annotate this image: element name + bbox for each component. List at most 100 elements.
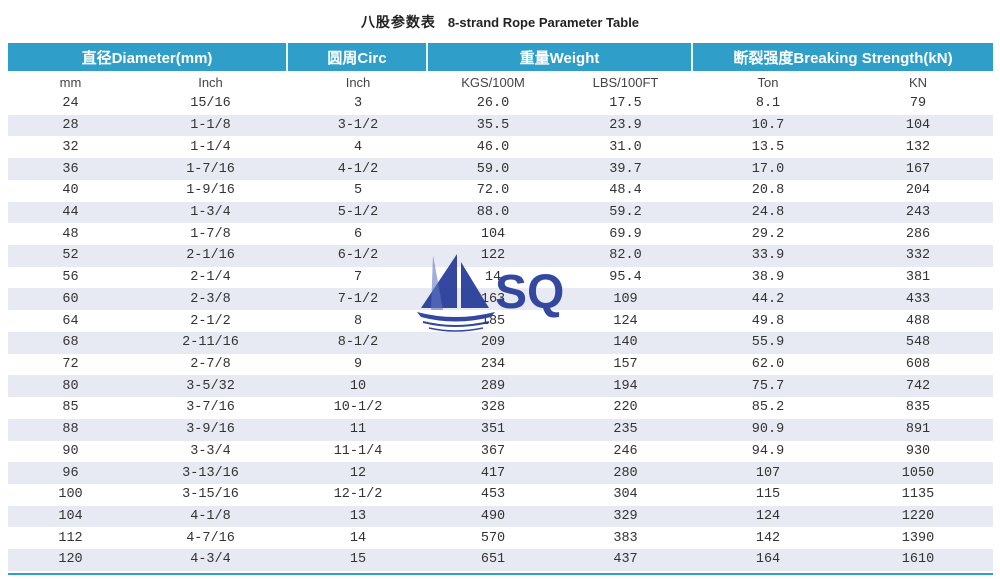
table-cell: 2-7/8: [190, 356, 231, 372]
table-cell: 115: [755, 487, 781, 503]
table-cell: 10-1/2: [333, 400, 383, 416]
table-cell: 24: [62, 96, 79, 112]
unit-kgs: KGS/100M: [461, 74, 525, 90]
header-diameter: 直径Diameter(mm): [8, 43, 288, 71]
table-cell: 220: [613, 400, 638, 416]
table-cell: 20.8: [751, 183, 785, 199]
table-cell: 80: [62, 378, 79, 394]
table-cell: 79: [909, 96, 927, 112]
table-row: 90 3-3/4 11-1/4 367 246 94.9 930: [8, 441, 993, 463]
table-cell: 490: [480, 509, 506, 525]
table-cell: 651: [480, 552, 506, 568]
table-cell: 13.5: [751, 139, 785, 155]
table-cell: 433: [905, 291, 931, 307]
table-row: 96 3-13/16 12 417 280 107 1050: [8, 462, 993, 484]
table-row: 48 1-7/8 6 104 69.9 29.2 286: [8, 223, 993, 245]
table-cell: 304: [613, 487, 638, 503]
table-cell: 3-15/16: [182, 487, 239, 503]
table-cell: 381: [905, 270, 931, 286]
table-cell: 4-3/4: [190, 552, 231, 568]
table-cell: 26.0: [476, 96, 510, 112]
table-cell: 488: [905, 313, 931, 329]
table-cell: 742: [905, 378, 931, 394]
table-row: 68 2-11/16 8-1/2 209 140 55.9 548: [8, 331, 993, 354]
table-row: 40 1-9/16 5 72.0 48.4 20.8 204: [8, 180, 993, 202]
table-cell: 69.9: [609, 226, 642, 242]
table-cell: 104: [480, 226, 506, 242]
table-cell: 35.5: [476, 118, 510, 134]
table-cell: 100: [58, 487, 83, 503]
table-cell: 124: [755, 509, 781, 525]
table-cell: 17.0: [751, 161, 785, 177]
table-cell: 72.0: [476, 183, 510, 199]
table-cell: 82.0: [609, 248, 642, 264]
table-cell: 38.9: [751, 270, 785, 286]
table-cell: 31.0: [609, 139, 642, 155]
table-cell: 107: [755, 465, 781, 481]
table-cell: 90.9: [751, 422, 785, 438]
table-cell: 1390: [901, 530, 935, 546]
table-cell: 570: [480, 530, 506, 546]
table-cell: 7-1/2: [337, 291, 379, 307]
table-cell: 33.9: [751, 248, 785, 264]
table-cell: 60: [62, 291, 79, 307]
unit-row: mm Inch Inch KGS/100M LBS/100FT Ton KN: [8, 72, 993, 92]
table-cell: 383: [613, 530, 638, 546]
table-cell: 40: [62, 183, 79, 199]
table-cell: 608: [905, 356, 931, 372]
table-cell: 10: [349, 378, 367, 394]
table-cell: 104: [905, 118, 931, 134]
table-cell: 56: [62, 270, 79, 286]
table-cell: 9: [353, 356, 363, 372]
table-cell: 6-1/2: [337, 248, 379, 264]
table-cell: 62.0: [751, 356, 785, 372]
unit-inch-diameter: Inch: [198, 74, 223, 90]
table-row: 112 4-7/16 14 570 383 142 1390: [8, 527, 993, 549]
sailboat-icon: SQ: [417, 254, 564, 332]
table-cell: 39.7: [609, 161, 642, 177]
table-cell: 48.4: [609, 183, 642, 199]
table-cell: 3-13/16: [182, 465, 239, 481]
table-cell: 12-1/2: [333, 487, 383, 503]
table-cell: 28: [62, 118, 79, 134]
table-cell: 2-1/2: [190, 313, 231, 329]
table-cell: 4-1/8: [190, 509, 231, 525]
table-cell: 3-9/16: [186, 422, 235, 438]
table-cell: 15/16: [190, 96, 231, 112]
table-cell: 329: [613, 509, 638, 525]
table-cell: 3-1/2: [337, 118, 379, 134]
table-cell: 124: [613, 313, 638, 329]
table-cell: 104: [58, 509, 83, 525]
table-cell: 891: [905, 422, 931, 438]
table-cell: 14: [349, 530, 367, 546]
table-row: 100 3-15/16 12-1/2 453 304 115 1135: [8, 484, 993, 506]
table-cell: 64: [62, 313, 79, 329]
table-cell: 59.0: [476, 161, 510, 177]
table-cell: 4-1/2: [337, 161, 379, 177]
table-cell: 351: [480, 422, 506, 438]
table-cell: 48: [62, 226, 79, 242]
table-cell: 417: [480, 465, 506, 481]
table-cell: 1-9/16: [186, 183, 235, 199]
table-cell: 1-3/4: [190, 204, 231, 220]
table-cell: 44: [62, 204, 79, 220]
table-cell: 3: [353, 96, 363, 112]
table-cell: 930: [905, 443, 931, 459]
table-header: 直径Diameter(mm) 圆周Circ 重量Weight 断裂强度Break…: [8, 43, 993, 71]
table-cell: 2-3/8: [190, 291, 231, 307]
table-cell: 209: [480, 335, 506, 351]
table-cell: 437: [613, 552, 638, 568]
table-cell: 24.8: [751, 204, 785, 220]
unit-ton: Ton: [757, 74, 779, 90]
bottom-divider: [8, 573, 993, 575]
table-cell: 1-1/8: [190, 118, 231, 134]
table-row: 32 1-1/4 4 46.0 31.0 13.5 132: [8, 136, 993, 158]
table-cell: 72: [62, 356, 79, 372]
table-cell: 194: [613, 378, 638, 394]
table-cell: 8-1/2: [337, 335, 379, 351]
table-cell: 328: [480, 400, 506, 416]
table-cell: 94.9: [751, 443, 785, 459]
table-cell: 453: [480, 487, 506, 503]
table-cell: 109: [613, 291, 638, 307]
table-body: 24 15/16 3 26.0 17.5 8.1 79 28 1-1/8 3-1/2 35.5 23.…: [8, 93, 993, 571]
